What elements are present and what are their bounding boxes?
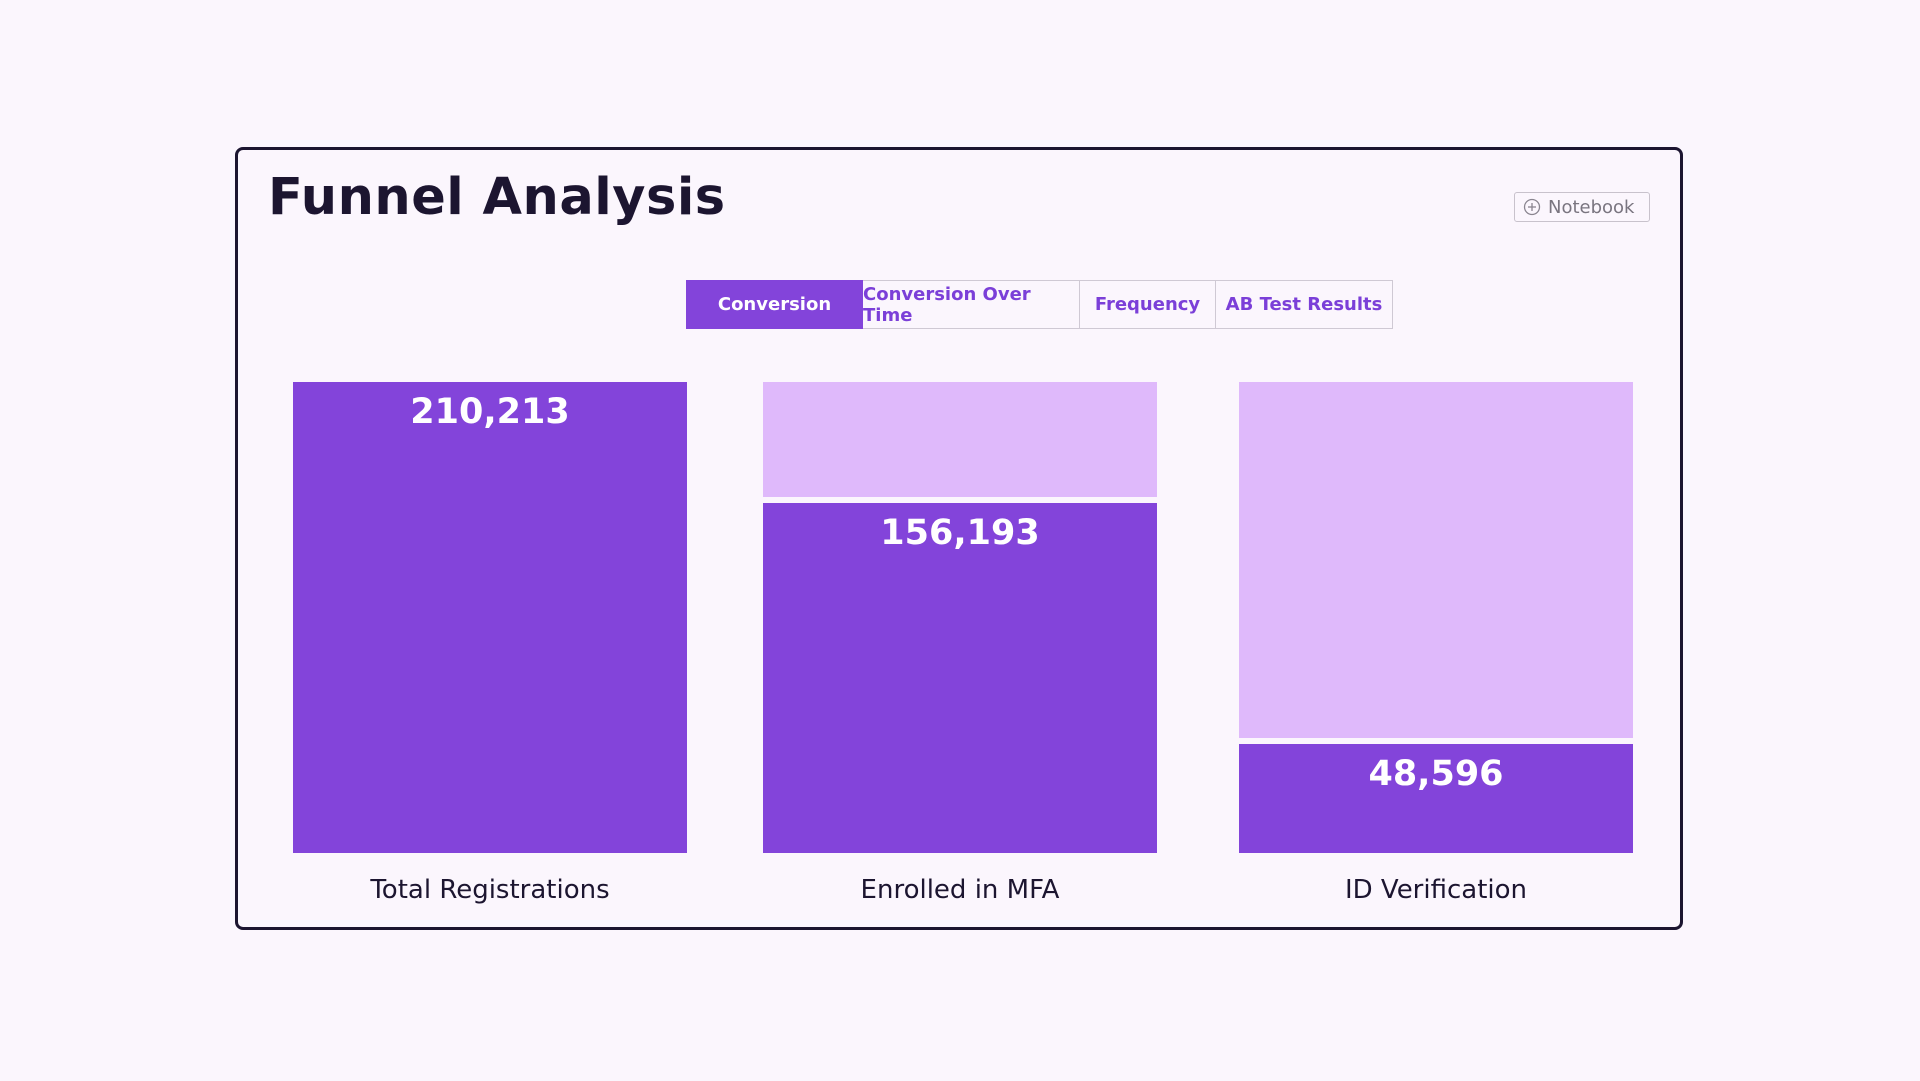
tab-conversion[interactable]: Conversion (686, 280, 863, 329)
funnel-bar-dropoff (763, 382, 1157, 497)
funnel-analysis-card: Funnel Analysis Notebook Conversion Conv… (235, 147, 1683, 930)
tab-conversion-over-time[interactable]: Conversion Over Time (863, 280, 1080, 329)
funnel-bar-converted (1239, 744, 1633, 853)
bar-category-label: Total Registrations (370, 875, 610, 905)
funnel-bar-3[interactable]: 48,596 (1239, 382, 1633, 853)
tab-ab-test-results[interactable]: AB Test Results (1216, 280, 1393, 329)
bar-value-label: 48,596 (1368, 754, 1504, 794)
funnel-bar-dropoff (1239, 382, 1633, 738)
funnel-bar-1[interactable]: 210,213 (293, 382, 687, 853)
page-title: Funnel Analysis (268, 168, 726, 227)
notebook-label: Notebook (1548, 196, 1635, 218)
funnel-bar-2[interactable]: 156,193 (763, 382, 1157, 853)
plus-circle-icon (1523, 198, 1541, 216)
funnel-chart: 210,213 Total Registrations 156,193 Enrolle… (238, 150, 1686, 933)
add-to-notebook-button[interactable]: Notebook (1514, 192, 1650, 222)
bar-category-label: ID Verification (1344, 875, 1528, 905)
tab-frequency[interactable]: Frequency (1080, 280, 1216, 329)
bar-value-label: 210,213 (410, 392, 570, 432)
funnel-bar-converted (293, 382, 687, 853)
bar-value-label: 156,193 (880, 513, 1040, 553)
funnel-bar-converted (763, 503, 1157, 853)
view-tabs: Conversion Conversion Over Time Frequenc… (686, 280, 1393, 329)
bar-category-label: Enrolled in MFA (860, 875, 1060, 905)
